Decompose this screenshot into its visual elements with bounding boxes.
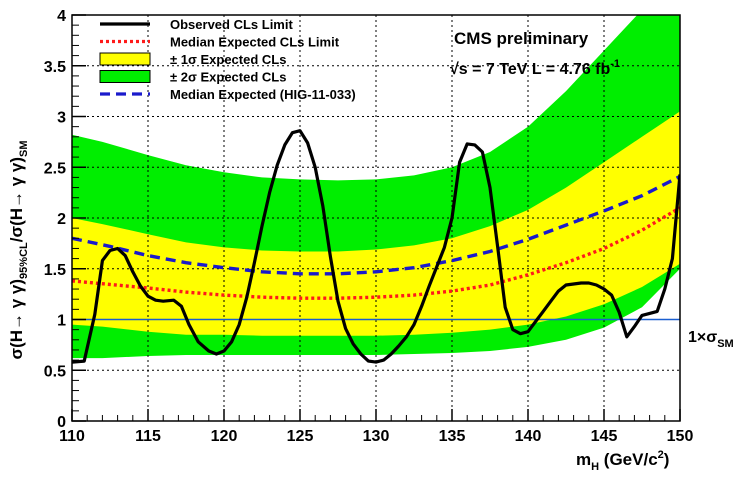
cms-preliminary-label: CMS preliminary xyxy=(454,29,589,48)
legend-label: ± 2σ Expected CLs xyxy=(170,70,286,85)
x-tick-label: 135 xyxy=(439,428,466,445)
legend-swatch xyxy=(99,70,151,83)
y-axis-label-part1: σ(H→ γ γ) xyxy=(7,279,26,360)
y-tick-label: 3.5 xyxy=(44,59,66,76)
sm-reference-label: 1×σSM xyxy=(688,329,734,350)
x-tick-label: 150 xyxy=(667,428,694,445)
legend: Observed CLs Limit Median Expected CLs Li… xyxy=(99,17,356,102)
x-axis-label-end: ) xyxy=(664,450,670,469)
x-tick-label: 115 xyxy=(135,428,161,445)
x-tick-label: 110 xyxy=(59,428,85,445)
x-tick-label: 145 xyxy=(591,428,618,445)
y-tick-label: 2 xyxy=(57,211,66,228)
observed-limit-line xyxy=(72,129,680,364)
y-tick-label: 2.5 xyxy=(44,160,66,177)
energy-lumi-superscript: -1 xyxy=(610,58,620,70)
median-expected-hig-line xyxy=(72,174,680,276)
x-tick-label: 130 xyxy=(363,428,390,445)
legend-swatch xyxy=(99,52,151,66)
x-axis-label-main: m xyxy=(576,450,591,469)
y-tick-label: 4 xyxy=(57,8,66,25)
energy-lumi-text: √s = 7 TeV L = 4.76 fb xyxy=(450,61,610,78)
y-tick-label: 3 xyxy=(57,110,66,127)
x-tick-label: 120 xyxy=(211,428,238,445)
legend-label: Median Expected CLs Limit xyxy=(170,35,340,50)
y-axis-label-sub2: SM xyxy=(18,140,30,157)
sm-reference-subscript: SM xyxy=(717,338,734,350)
legend-label: ± 1σ Expected CLs xyxy=(170,52,286,67)
sm-reference-text: 1×σ xyxy=(688,329,717,346)
y-tick-label: 1.5 xyxy=(44,262,66,279)
x-axis-ticks: 110 115 120 125 130 135 140 145 150 xyxy=(59,409,693,445)
expected-bands xyxy=(72,15,680,359)
y-axis-label-part2: /σ(H→ γ γ) xyxy=(7,157,26,242)
y-axis-label-sub1: 95%CL xyxy=(18,242,30,279)
band-one-sigma xyxy=(72,111,680,336)
y-tick-label: 0.5 xyxy=(44,363,66,380)
legend-label: Median Expected (HIG-11-033) xyxy=(170,87,356,102)
x-axis-label: mH (GeV/c2) xyxy=(576,449,669,473)
limit-curves xyxy=(72,129,680,364)
y-tick-label: 1 xyxy=(57,313,66,330)
median-expected-line xyxy=(72,206,680,300)
legend-label: Observed CLs Limit xyxy=(170,17,293,32)
y-axis-label: σ(H→ γ γ)95%CL/σ(H→ γ γ)SM xyxy=(7,140,30,359)
x-tick-label: 140 xyxy=(515,428,542,445)
x-axis-label-sup: 2 xyxy=(658,449,664,461)
x-axis-label-sub: H xyxy=(591,461,599,473)
y-axis-ticks: 0 0.5 1 1.5 2 2.5 3 3.5 4 xyxy=(44,8,86,431)
x-tick-label: 125 xyxy=(287,428,314,445)
y-tick-label: 0 xyxy=(57,414,66,431)
energy-lumi-label: √s = 7 TeV L = 4.76 fb-1 xyxy=(450,58,620,78)
x-axis-label-mid: (GeV/c xyxy=(599,450,658,469)
